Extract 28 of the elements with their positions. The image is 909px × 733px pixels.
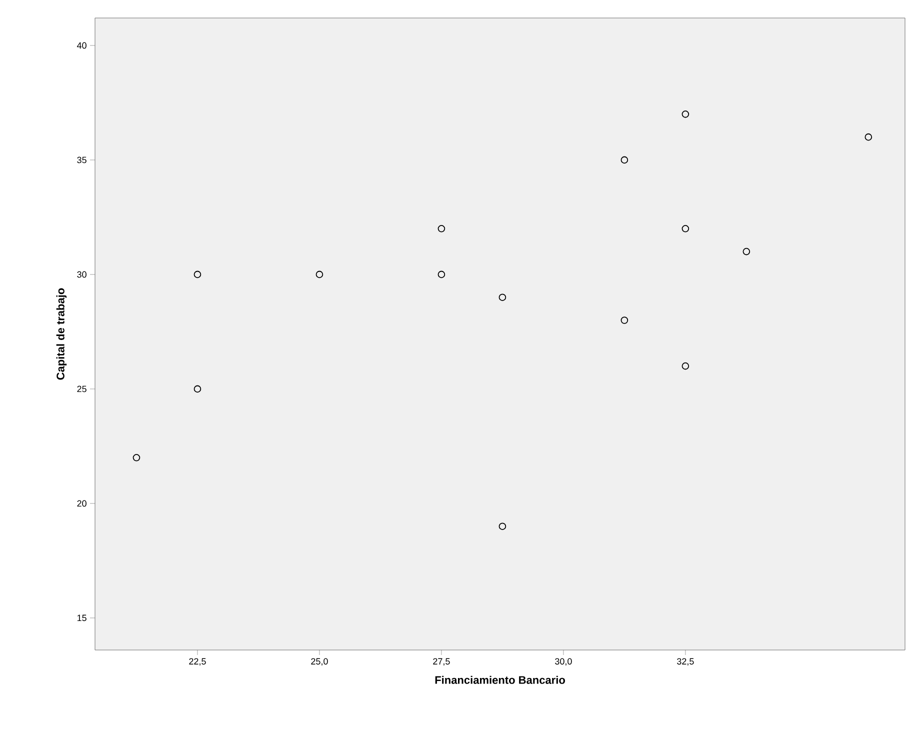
point [682, 225, 690, 232]
x-tick-label: 30,0 [555, 658, 572, 666]
point [498, 522, 506, 530]
x-tick-label: 22,5 [189, 658, 206, 666]
point [316, 270, 324, 278]
y-tick-label: 40 [76, 42, 86, 49]
x-tick-label: 32,5 [677, 658, 694, 666]
point [438, 225, 446, 232]
point [682, 362, 690, 370]
point [438, 270, 446, 278]
point [620, 156, 628, 164]
point [498, 294, 506, 302]
y-axis-title: Capital de trabajo [56, 288, 67, 380]
y-tick-label: 20 [77, 500, 86, 507]
point [620, 316, 628, 324]
x-tick-label: 27,5 [433, 658, 450, 666]
point [132, 454, 140, 462]
x-axis-title: Financiamiento Bancario [435, 676, 565, 684]
y-tick-label: 35 [77, 156, 86, 164]
y-tick-label: 30 [77, 271, 86, 278]
x-tick-label: 25,0 [311, 658, 328, 666]
point [682, 110, 690, 118]
point [194, 385, 202, 393]
point [864, 133, 872, 141]
point [742, 248, 750, 256]
y-tick-label: 15 [77, 614, 86, 622]
point [194, 270, 202, 278]
y-tick-label: 25 [77, 386, 86, 392]
